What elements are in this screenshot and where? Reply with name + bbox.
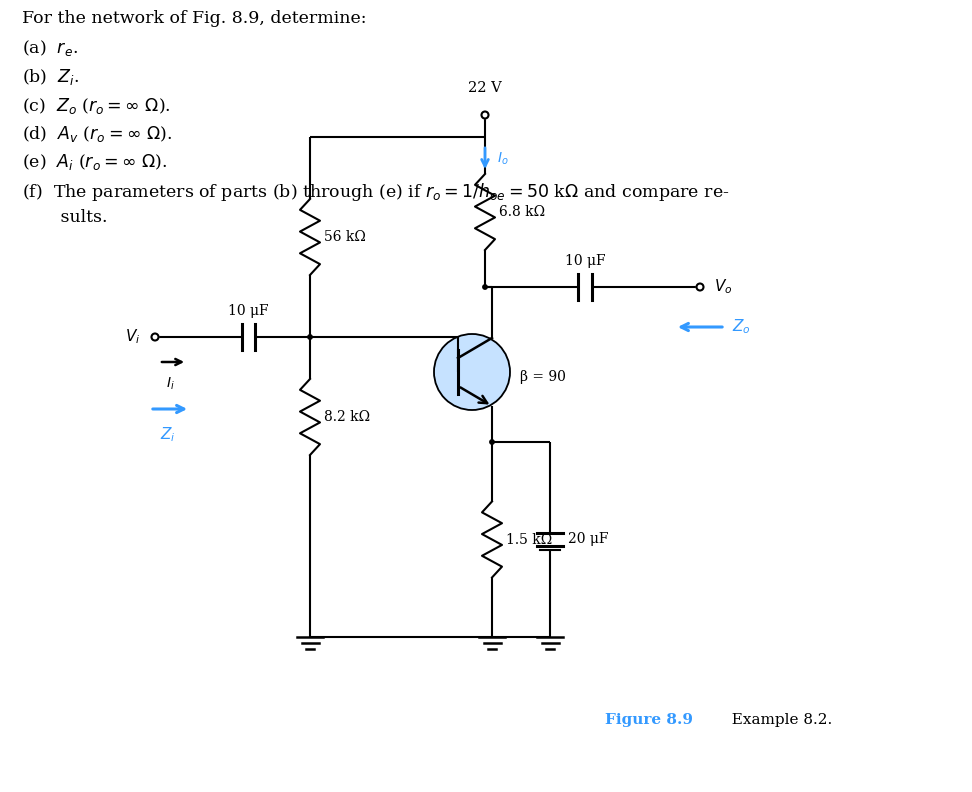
Circle shape: [697, 284, 704, 291]
Text: Example 8.2.: Example 8.2.: [722, 713, 832, 727]
Text: 10 μF: 10 μF: [227, 304, 268, 318]
Circle shape: [152, 333, 158, 341]
Circle shape: [308, 335, 312, 339]
Text: β = 90: β = 90: [520, 370, 566, 384]
Text: 8.2 kΩ: 8.2 kΩ: [324, 410, 370, 424]
Text: $V_i$: $V_i$: [124, 328, 140, 346]
Text: 56 kΩ: 56 kΩ: [324, 230, 365, 244]
Circle shape: [483, 285, 487, 289]
Text: 22 V: 22 V: [469, 81, 502, 95]
Text: (d)  $A_v$ ($r_o = \infty$ $\Omega$).: (d) $A_v$ ($r_o = \infty$ $\Omega$).: [22, 124, 172, 144]
Text: $Z_o$: $Z_o$: [732, 318, 750, 337]
Text: (a)  $r_e$.: (a) $r_e$.: [22, 39, 78, 59]
Circle shape: [481, 112, 489, 119]
Text: $I_o$: $I_o$: [497, 150, 508, 166]
Circle shape: [490, 440, 494, 444]
Text: $Z_i$: $Z_i$: [160, 425, 176, 444]
Text: 6.8 kΩ: 6.8 kΩ: [499, 205, 545, 219]
Text: $I_i$: $I_i$: [165, 376, 174, 392]
Text: (b)  $Z_i$.: (b) $Z_i$.: [22, 67, 80, 87]
Circle shape: [434, 334, 510, 410]
Text: (f)  The parameters of parts (b) through (e) if $r_o = 1/h_{oe} = 50$ k$\Omega$ : (f) The parameters of parts (b) through …: [22, 181, 729, 203]
Text: 10 μF: 10 μF: [565, 254, 606, 268]
Text: (c)  $Z_o$ ($r_o = \infty$ $\Omega$).: (c) $Z_o$ ($r_o = \infty$ $\Omega$).: [22, 96, 171, 116]
Text: 1.5 kΩ: 1.5 kΩ: [506, 532, 552, 546]
Text: Figure 8.9: Figure 8.9: [605, 713, 693, 727]
Text: $V_o$: $V_o$: [714, 278, 733, 296]
Text: 20 μF: 20 μF: [568, 532, 608, 546]
Text: sults.: sults.: [22, 210, 108, 227]
Text: For the network of Fig. 8.9, determine:: For the network of Fig. 8.9, determine:: [22, 10, 366, 27]
Text: (e)  $A_i$ ($r_o = \infty$ $\Omega$).: (e) $A_i$ ($r_o = \infty$ $\Omega$).: [22, 153, 167, 173]
